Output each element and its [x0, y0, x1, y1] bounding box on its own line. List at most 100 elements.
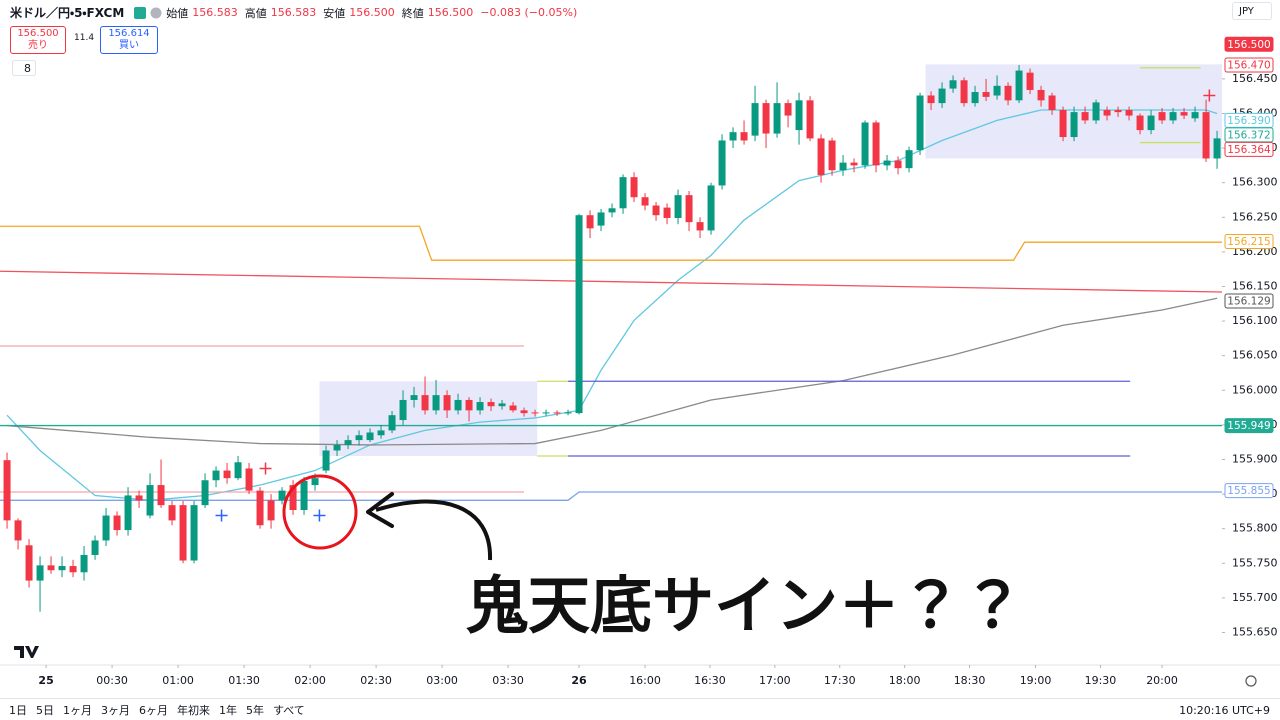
price-label: 156.500 — [1224, 36, 1274, 52]
range-button[interactable]: 1年 — [219, 704, 237, 717]
candle-body — [245, 468, 253, 491]
price-tag — [1224, 36, 1274, 52]
price-tag — [1224, 483, 1274, 499]
x-tick-label: 19:00 — [1020, 674, 1052, 687]
x-tick-label: 20:00 — [1146, 674, 1178, 687]
range-button[interactable]: すべて — [273, 704, 305, 717]
candle-body — [597, 212, 605, 226]
ohlc-label: 高値 — [244, 6, 267, 20]
price-tag-text: 156.500 — [1227, 39, 1270, 51]
candle-body — [14, 520, 22, 541]
symbol[interactable]: 米ドル／円・5・FXCM — [10, 6, 125, 20]
candle-body — [1213, 138, 1221, 159]
candle-body — [938, 88, 946, 104]
candle-body — [1103, 110, 1111, 116]
signal-marker — [313, 509, 326, 522]
x-tick-label: 00:30 — [96, 674, 128, 687]
candle-body — [168, 505, 176, 521]
candle-body — [960, 80, 968, 104]
candle-body — [828, 140, 836, 171]
candle-body — [366, 432, 374, 441]
price-tag-text: 155.949 — [1227, 420, 1270, 432]
bottom-toolbar: 1日 5日 1ヶ月 3ヶ月 6ヶ月 年初来 1年 5年 すべて 10:20:16 UTC+9 — [0, 698, 1280, 720]
candle-body — [839, 162, 847, 171]
settings-icon[interactable] — [1245, 675, 1257, 687]
price-label: 156.215 — [1224, 234, 1274, 250]
candle-body — [927, 95, 935, 104]
ohlc-label: 安値 — [323, 6, 346, 20]
y-tick-label: 155.650 — [1232, 625, 1278, 638]
signal-marker — [215, 509, 228, 522]
range-button[interactable]: 6ヶ月 — [139, 704, 168, 717]
range-button[interactable]: 5日 — [36, 704, 54, 717]
candle-body — [1202, 112, 1210, 159]
y-tick-label: 155.900 — [1232, 452, 1278, 465]
ohlc-label: 終値 — [401, 6, 424, 20]
candle-body — [872, 122, 880, 166]
candle-body — [993, 85, 1001, 96]
candle-body — [883, 160, 891, 166]
sell-price: 156.500 — [17, 28, 59, 39]
candle-body — [894, 160, 902, 169]
y-tick-label: 156.150 — [1232, 279, 1278, 292]
candle-body — [586, 215, 594, 229]
currency[interactable]: JPY — [1232, 2, 1272, 20]
candle-body — [1158, 112, 1166, 121]
chart: 155.650155.700155.750155.800155.850155.9… — [0, 36, 1280, 687]
candle-body — [971, 92, 979, 104]
indicator-line — [6, 109, 1218, 501]
buy-button[interactable]: 156.614 買い — [100, 26, 158, 54]
candle-body — [289, 485, 297, 510]
range-button[interactable]: 5年 — [246, 704, 264, 717]
candle-body — [1037, 89, 1045, 101]
x-tick-label: 18:30 — [954, 674, 986, 687]
range-button[interactable]: 3ヶ月 — [101, 704, 130, 717]
candle-body — [135, 495, 143, 501]
candle-body — [1169, 112, 1177, 121]
candle-body — [80, 554, 88, 573]
buy-label: 買い — [119, 40, 139, 51]
price-label: 155.949 — [1224, 418, 1274, 434]
x-tick-label: 17:30 — [824, 674, 856, 687]
candle-body — [685, 195, 693, 223]
price-tag-text: 156.129 — [1227, 296, 1270, 308]
y-tick-label: 156.300 — [1232, 176, 1278, 189]
candle-body — [201, 480, 209, 506]
range-button[interactable]: 1日 — [9, 704, 27, 717]
signal-marker — [1203, 89, 1216, 102]
candle-body — [795, 100, 803, 131]
candle-body — [25, 545, 33, 581]
candle-body — [531, 412, 539, 414]
candle-body — [322, 450, 330, 471]
price-tag — [1224, 418, 1274, 434]
candle-body — [619, 177, 627, 209]
candle-body — [905, 150, 913, 169]
candle-body — [311, 478, 319, 486]
candle-body — [278, 490, 286, 501]
candle-body — [1092, 102, 1100, 121]
candle-body — [300, 480, 308, 510]
candle-body — [377, 430, 385, 436]
signal-cross — [215, 509, 228, 522]
candle-body — [1180, 112, 1188, 116]
candle-body — [443, 395, 451, 411]
candle-body — [1059, 110, 1067, 138]
indicator-toggle[interactable]: 8 — [12, 60, 36, 76]
candle-body — [410, 395, 418, 400]
candle-body — [861, 122, 869, 166]
candle-body — [58, 566, 66, 571]
price-tag — [1224, 57, 1274, 73]
sell-button[interactable]: 156.500 売り — [10, 26, 66, 54]
range-button[interactable]: 1ヶ月 — [63, 704, 92, 717]
x-tick-label: 01:00 — [162, 674, 194, 687]
candle-body — [751, 103, 759, 136]
candle-body — [333, 444, 341, 451]
candle-body — [652, 205, 660, 216]
candle-body — [718, 140, 726, 186]
candle-body — [641, 197, 649, 206]
y-tick-label: 155.750 — [1232, 556, 1278, 569]
buy-price: 156.614 — [108, 28, 150, 39]
candle-body — [1114, 110, 1122, 113]
range-button[interactable]: 年初来 — [177, 704, 210, 717]
